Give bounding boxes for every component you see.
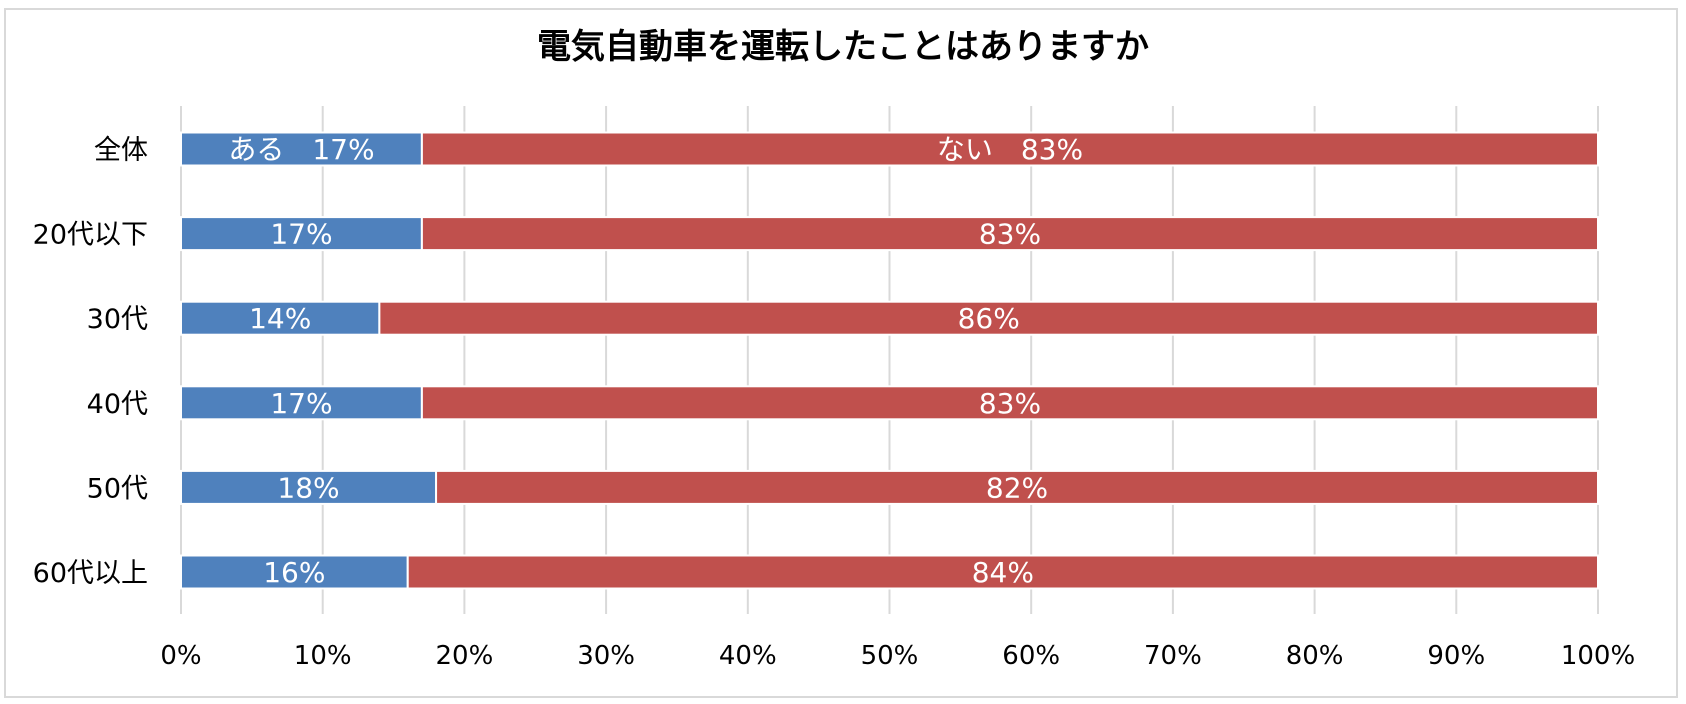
data-label: 17% [270,218,332,251]
data-label: 17% [270,387,332,420]
category-label: 全体 [94,135,148,166]
bar-segment-1 [180,131,423,167]
category-label: 20代以下 [33,220,148,251]
chart-title: 電気自動車を運転したことはありますか [537,27,1149,67]
bar-segment-1 [180,385,423,421]
bar-segment-2 [420,216,1599,252]
data-label: 14% [249,302,311,335]
data-label: 16% [263,556,325,589]
data-label: 83% [979,218,1041,251]
x-tick-label: 60% [1002,641,1060,671]
x-tick-label: 40% [719,641,777,671]
category-label: 30代 [87,304,148,335]
bar-series: ある 17% ない 83% 17% 83% 14% 86% 17% 83% 18% 82% 16% 8… [180,131,1600,590]
x-tick-label: 50% [861,641,919,671]
data-label: 86% [958,302,1020,335]
bar-segment-2 [420,131,1599,167]
category-axis: 全体 20代以下 30代 40代 50代 60代以上 [33,135,148,589]
bar-segment-1 [180,300,381,336]
bar-segment-2 [420,385,1599,421]
x-tick-label: 100% [1561,641,1635,671]
gridlines [180,106,1599,614]
x-tick-label: 30% [577,641,635,671]
bar-segment-2 [435,469,1599,505]
x-tick-label: 70% [1144,641,1202,671]
data-label: ない 83% [937,133,1083,166]
bar-segment-2 [378,300,1599,336]
x-tick-label: 0% [160,641,201,671]
bar-segment-1 [180,554,409,590]
category-label: 40代 [87,389,148,420]
x-tick-label: 10% [294,641,352,671]
bar-segment-2 [406,554,1600,590]
data-label: 83% [979,387,1041,420]
x-tick-label: 20% [436,641,494,671]
data-label: 84% [972,556,1034,589]
data-label: 18% [277,471,339,504]
x-tick-label: 80% [1286,641,1344,671]
data-label: 82% [986,471,1048,504]
data-label: ある 17% [228,133,374,166]
category-label: 60代以上 [33,558,148,589]
x-tick-label: 90% [1427,641,1485,671]
category-label: 50代 [87,473,148,504]
value-axis: 0% 10% 20% 30% 40% 50% 60% 70% 80% 90% 100% [160,641,1635,671]
bar-segment-1 [180,469,438,505]
